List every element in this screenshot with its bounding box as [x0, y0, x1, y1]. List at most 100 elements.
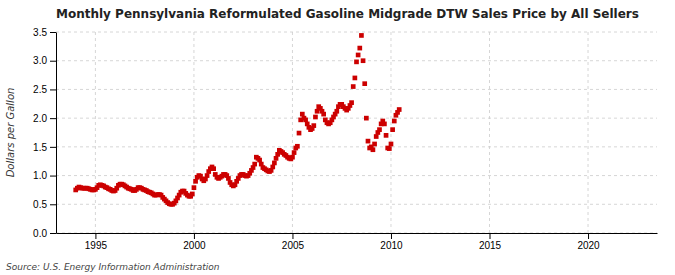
title: Monthly Pennsylvania Reformulated Gasoli… [56, 7, 639, 21]
x-tick-label: 2020 [577, 240, 600, 251]
y-tick: 1.0 [33, 170, 56, 181]
grid-line [390, 32, 391, 233]
y-tick-mark [50, 61, 56, 62]
point [192, 185, 197, 190]
y-axis-title: Dollars per Gallon [5, 88, 16, 178]
grid-line [56, 146, 657, 147]
x-tick-mark [490, 233, 491, 239]
x-tick-mark [292, 233, 293, 239]
y-tick: 0.5 [33, 199, 56, 210]
point [353, 76, 358, 81]
points [73, 33, 401, 207]
point [374, 134, 379, 139]
point [351, 84, 356, 89]
grid-line [489, 32, 490, 233]
y-tick: 0.0 [33, 228, 56, 239]
y-tick-label: 0.5 [33, 199, 47, 210]
y-tick-label: 2.5 [33, 84, 47, 95]
x-tick: 2020 [577, 233, 600, 251]
y-axis-line [56, 33, 57, 234]
chart: 1995 2000 2005 2010 2015 2020 0.0 0.5 1.0 1.5 2.0 2… [0, 0, 675, 275]
y-tick: 3.5 [33, 27, 56, 38]
grid-line [56, 233, 657, 234]
grid-line [95, 32, 96, 233]
point [211, 166, 216, 171]
y-tick-label: 0.0 [33, 228, 47, 239]
y-tick-mark [50, 147, 56, 148]
point [366, 139, 371, 144]
point [384, 133, 389, 138]
plot-area: 1995 2000 2005 2010 2015 2020 0.0 0.5 1.0 1.5 2.0 2… [33, 27, 657, 251]
point [382, 122, 387, 127]
grid-line [56, 118, 657, 119]
y-tick: 1.5 [33, 142, 56, 153]
point [300, 112, 305, 117]
point [274, 156, 279, 161]
y-tick-label: 1.5 [33, 142, 47, 153]
x-tick-mark [588, 233, 589, 239]
x-tick: 1995 [85, 233, 108, 251]
y-tick-mark [50, 176, 56, 177]
point [390, 127, 395, 132]
source: Source: U.S. Energy Information Administ… [6, 262, 220, 272]
x-tick-label: 2010 [380, 240, 403, 251]
point [257, 158, 262, 163]
grid-line [292, 32, 293, 233]
point [362, 81, 367, 86]
y-tick-mark [50, 89, 56, 90]
point [397, 107, 402, 112]
x-tick: 2000 [183, 233, 206, 251]
grid [56, 32, 657, 233]
x-tick: 2010 [380, 233, 403, 251]
point [349, 100, 354, 105]
y-tick-mark [50, 118, 56, 119]
x-tick-label: 1995 [85, 240, 108, 251]
point [226, 176, 231, 181]
x-axis: 1995 2000 2005 2010 2015 2020 [57, 233, 658, 251]
y-tick-label: 3.5 [33, 27, 47, 38]
point [270, 165, 275, 170]
y-tick: 3.0 [33, 55, 56, 66]
x-tick-mark [194, 233, 195, 239]
y-tick: 2.0 [33, 113, 56, 124]
x-tick: 2015 [479, 233, 502, 251]
grid-line [588, 32, 589, 233]
point [377, 127, 382, 132]
point [190, 192, 195, 197]
point [372, 142, 377, 147]
x-tick-label: 2000 [183, 240, 206, 251]
point [389, 142, 394, 147]
y-tick: 2.5 [33, 84, 56, 95]
x-axis-line [57, 233, 658, 234]
point [303, 118, 308, 123]
x-tick-mark [391, 233, 392, 239]
point [356, 53, 361, 58]
point [364, 116, 369, 121]
x-tick-mark [95, 233, 96, 239]
point [252, 162, 257, 167]
y-axis: 0.0 0.5 1.0 1.5 2.0 2.5 3.0 3.5 [33, 27, 56, 239]
point [371, 147, 376, 152]
y-tick-mark [50, 233, 56, 234]
grid-line [56, 32, 657, 33]
point [205, 173, 210, 178]
point [311, 123, 316, 128]
point [334, 109, 339, 114]
point [272, 161, 277, 166]
point [193, 179, 198, 184]
point [321, 112, 326, 117]
x-tick-label: 2005 [282, 240, 305, 251]
point [295, 144, 300, 149]
point [354, 60, 359, 65]
grid-line [56, 204, 657, 205]
point [357, 46, 362, 51]
grid-line [193, 32, 194, 233]
grid-line [56, 89, 657, 90]
point [359, 33, 364, 38]
point [387, 146, 392, 151]
y-tick-label: 3.0 [33, 55, 47, 66]
point [297, 131, 302, 136]
x-tick: 2005 [282, 233, 305, 251]
grid-line [56, 175, 657, 176]
x-tick-label: 2015 [479, 240, 502, 251]
